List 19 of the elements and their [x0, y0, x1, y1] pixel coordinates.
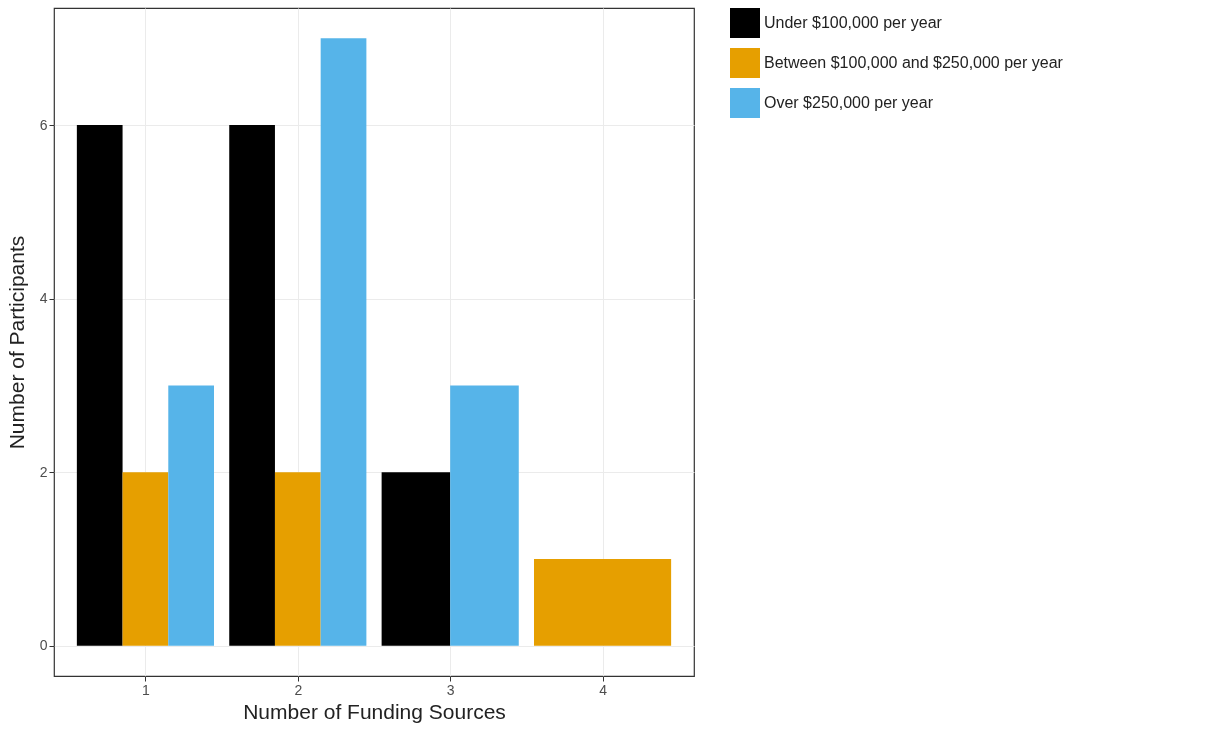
x-tick-label: 3	[446, 681, 455, 698]
y-tick-label: 2	[39, 463, 48, 480]
bar	[122, 472, 169, 646]
x-tick-label: 2	[294, 681, 303, 698]
y-tick-label: 4	[39, 290, 48, 307]
x-tick-label: 1	[142, 681, 151, 698]
y-axis-title: Number of Participants	[4, 235, 28, 450]
y-tick-label: 6	[39, 116, 48, 133]
bar	[76, 125, 123, 646]
bar	[320, 38, 367, 646]
legend-label: Under $100,000 per year	[764, 14, 943, 31]
bar	[229, 125, 275, 646]
y-tick-label: 0	[39, 637, 48, 654]
legend-label: Over $250,000 per year	[764, 94, 934, 111]
bar	[274, 472, 321, 646]
bar	[168, 385, 214, 646]
legend-label: Between $100,000 and $250,000 per year	[764, 54, 1064, 71]
x-axis-title: Number of Funding Sources	[243, 699, 506, 723]
x-tick-label: 4	[599, 681, 608, 698]
